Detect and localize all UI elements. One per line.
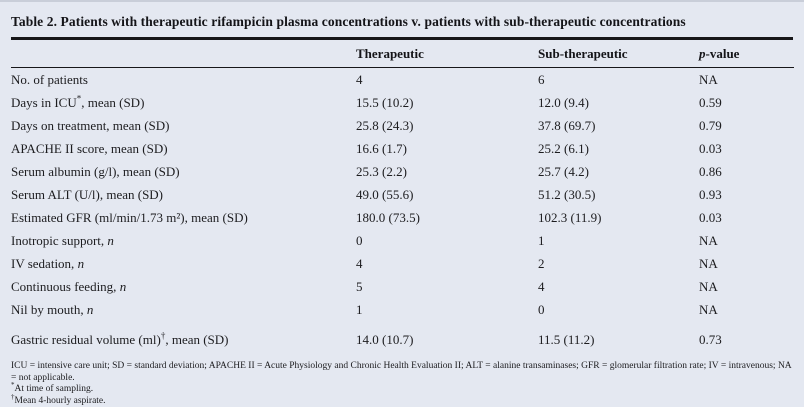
header-row: Therapeutic Sub-therapeutic p-value — [11, 40, 794, 68]
pvalue-cell: 0.03 — [699, 137, 794, 160]
therapeutic-cell: 5 — [356, 275, 538, 298]
subtherapeutic-cell: 1 — [538, 229, 699, 252]
subtherapeutic-cell: 25.7 (4.2) — [538, 160, 699, 183]
abbreviations-note: ICU = intensive care unit; SD = standard… — [11, 361, 794, 384]
row-label-cell: Estimated GFR (ml/min/1.73 m²), mean (SD… — [11, 206, 356, 229]
therapeutic-cell: 25.3 (2.2) — [356, 160, 538, 183]
row-label-cell: Days on treatment, mean (SD) — [11, 114, 356, 137]
subtherapeutic-cell: 51.2 (30.5) — [538, 183, 699, 206]
header-pvalue: p-value — [699, 40, 794, 68]
table-row: IV sedation, n 4 2 NA — [11, 252, 794, 275]
therapeutic-cell: 4 — [356, 252, 538, 275]
table-row: Nil by mouth, n 1 0 NA — [11, 298, 794, 321]
row-label-cell: Gastric residual volume (ml)†, mean (SD) — [11, 321, 356, 351]
pvalue-cell: NA — [699, 252, 794, 275]
subtherapeutic-cell: 6 — [538, 68, 699, 92]
table-row: APACHE II score, mean (SD) 16.6 (1.7) 25… — [11, 137, 794, 160]
pvalue-cell: 0.59 — [699, 91, 794, 114]
row-label-cell: Days in ICU*, mean (SD) — [11, 91, 356, 114]
therapeutic-cell: 180.0 (73.5) — [356, 206, 538, 229]
pvalue-cell: NA — [699, 275, 794, 298]
table-row: Gastric residual volume (ml)†, mean (SD)… — [11, 321, 794, 351]
pvalue-cell: 0.86 — [699, 160, 794, 183]
table-row: Inotropic support, n 0 1 NA — [11, 229, 794, 252]
table-row: Days in ICU*, mean (SD) 15.5 (10.2) 12.0… — [11, 91, 794, 114]
header-subtherapeutic: Sub-therapeutic — [538, 40, 699, 68]
subtherapeutic-cell: 11.5 (11.2) — [538, 321, 699, 351]
pvalue-cell: 0.93 — [699, 183, 794, 206]
footnotes: ICU = intensive care unit; SD = standard… — [11, 361, 794, 407]
pvalue-cell: NA — [699, 68, 794, 92]
table-row: No. of patients 4 6 NA — [11, 68, 794, 92]
row-label-cell: No. of patients — [11, 68, 356, 92]
row-label-cell: Serum albumin (g/l), mean (SD) — [11, 160, 356, 183]
therapeutic-cell: 14.0 (10.7) — [356, 321, 538, 351]
row-label-cell: IV sedation, n — [11, 252, 356, 275]
therapeutic-cell: 1 — [356, 298, 538, 321]
pvalue-cell: 0.73 — [699, 321, 794, 351]
subtherapeutic-cell: 12.0 (9.4) — [538, 91, 699, 114]
therapeutic-cell: 49.0 (55.6) — [356, 183, 538, 206]
table-row: Serum albumin (g/l), mean (SD) 25.3 (2.2… — [11, 160, 794, 183]
table-row: Days on treatment, mean (SD) 25.8 (24.3)… — [11, 114, 794, 137]
subtherapeutic-cell: 0 — [538, 298, 699, 321]
table-title: Table 2. Patients with therapeutic rifam… — [11, 10, 793, 40]
subtherapeutic-cell: 37.8 (69.7) — [538, 114, 699, 137]
row-label-cell: Nil by mouth, n — [11, 298, 356, 321]
subtherapeutic-cell: 102.3 (11.9) — [538, 206, 699, 229]
therapeutic-cell: 15.5 (10.2) — [356, 91, 538, 114]
pvalue-cell: 0.03 — [699, 206, 794, 229]
therapeutic-cell: 4 — [356, 68, 538, 92]
table-row: Estimated GFR (ml/min/1.73 m²), mean (SD… — [11, 206, 794, 229]
row-label-cell: Continuous feeding, n — [11, 275, 356, 298]
pvalue-cell: NA — [699, 298, 794, 321]
table-row: Continuous feeding, n 5 4 NA — [11, 275, 794, 298]
therapeutic-cell: 25.8 (24.3) — [356, 114, 538, 137]
asterisk-note: *At time of sampling. — [11, 384, 794, 396]
pvalue-rest: -value — [706, 46, 740, 61]
pvalue-cell: 0.79 — [699, 114, 794, 137]
row-label-cell: Serum ALT (U/l), mean (SD) — [11, 183, 356, 206]
therapeutic-cell: 16.6 (1.7) — [356, 137, 538, 160]
therapeutic-cell: 0 — [356, 229, 538, 252]
row-label-cell: Inotropic support, n — [11, 229, 356, 252]
header-empty — [11, 40, 356, 68]
header-therapeutic: Therapeutic — [356, 40, 538, 68]
subtherapeutic-cell: 2 — [538, 252, 699, 275]
subtherapeutic-cell: 4 — [538, 275, 699, 298]
subtherapeutic-cell: 25.2 (6.1) — [538, 137, 699, 160]
table-row: Serum ALT (U/l), mean (SD) 49.0 (55.6) 5… — [11, 183, 794, 206]
data-table: Therapeutic Sub-therapeutic p-value No. … — [11, 40, 794, 351]
row-label-cell: APACHE II score, mean (SD) — [11, 137, 356, 160]
dagger-note: †Mean 4-hourly aspirate. — [11, 396, 794, 407]
pvalue-cell: NA — [699, 229, 794, 252]
